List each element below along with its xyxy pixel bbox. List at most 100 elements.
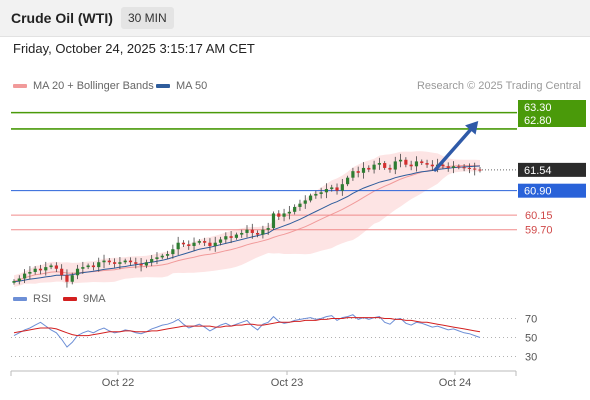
candle-body [372, 164, 376, 170]
rsi-tick-30: 30 [525, 352, 537, 364]
candle-body [144, 262, 148, 266]
research-credit: Research © 2025 Trading Central [416, 80, 581, 92]
candle-body [203, 241, 207, 243]
candle-body [293, 206, 297, 212]
candle-body [33, 268, 37, 272]
candle-body [287, 211, 291, 214]
candle-body [271, 213, 276, 229]
candle-body [38, 268, 43, 271]
candle-body [150, 258, 154, 263]
legend-swatch-rsi [13, 297, 27, 301]
candle-body [250, 229, 254, 233]
candle-body [229, 236, 233, 238]
candle-body [261, 229, 265, 235]
candle-body [118, 262, 122, 264]
candle-body [351, 171, 355, 178]
candle-body [383, 163, 387, 168]
candle-body [346, 177, 350, 185]
candle-body [54, 265, 58, 269]
legend-label-ma50: MA 50 [176, 80, 208, 92]
candle-body [224, 236, 228, 240]
x-tick-label: Oct 24 [439, 377, 471, 389]
candle-body [266, 228, 270, 230]
timestamp: Friday, October 24, 2025 3:15:17 AM CET [13, 41, 255, 56]
candle-body [160, 255, 164, 258]
candle-body [113, 262, 117, 264]
level-tag-60.90 [518, 183, 586, 198]
candle-body [451, 166, 456, 168]
ma50-line [13, 165, 481, 283]
legend-rsi: RSI [13, 293, 51, 305]
projection-arrow [433, 122, 478, 172]
candle-body [171, 249, 175, 255]
legend-swatch-ma20 [13, 84, 27, 88]
candle-body [340, 184, 344, 191]
candle-body [218, 239, 223, 243]
legend-9ma: 9MA [63, 293, 106, 305]
candle-body [49, 265, 53, 268]
candle-body [303, 200, 307, 204]
candle-body [28, 271, 32, 274]
candle-body [473, 168, 477, 170]
x-tick-label: Oct 22 [102, 377, 134, 389]
legend-label-ma20: MA 20 + Bollinger Bands [33, 80, 154, 92]
timeframe-badge[interactable]: 30 MIN [121, 7, 174, 29]
candle-body [134, 262, 138, 264]
candle-body [377, 163, 381, 165]
candle-body [367, 167, 371, 170]
candle-body [308, 195, 313, 201]
candle-body [12, 281, 16, 283]
level-tag-62.80 [518, 113, 586, 127]
candle-body [65, 275, 69, 282]
candle-body [430, 164, 434, 167]
legend-swatch-9ma [63, 297, 77, 301]
level-value-63.30: 63.30 [524, 102, 552, 114]
candle-body [457, 166, 461, 168]
candle-body [139, 263, 143, 266]
candle-body [197, 241, 201, 243]
candle-body [446, 166, 450, 168]
chart-header: Crude Oil (WTI) 30 MIN [0, 0, 590, 37]
candle-body [388, 167, 392, 170]
bollinger-band [14, 151, 480, 287]
rsi-line [13, 314, 481, 348]
candle-body [60, 268, 64, 276]
candle-body [91, 265, 96, 268]
legend-label-rsi: RSI [33, 293, 52, 305]
candle-body [181, 242, 186, 245]
rsi-9ma-line [13, 317, 481, 337]
candle-body [420, 161, 424, 164]
candle-body [319, 192, 323, 194]
candle-body [255, 232, 260, 235]
candle-body [240, 232, 244, 235]
candle-body [409, 164, 413, 167]
candle-body [335, 187, 339, 191]
candle-body [75, 268, 80, 276]
candle-body [245, 229, 249, 233]
candle-body [213, 242, 217, 246]
candle-body [86, 265, 90, 268]
level-tag-61.54 [518, 162, 586, 177]
candle-body [234, 234, 239, 238]
candle-body [44, 267, 48, 271]
projection-arrow-head [465, 121, 479, 135]
candle-body [107, 260, 111, 263]
legend-swatch-ma50 [156, 84, 170, 88]
rsi-tick-50: 50 [525, 333, 537, 345]
candle-body [467, 167, 472, 169]
candle-body [330, 187, 334, 190]
candle-body [165, 254, 170, 256]
rsi-tick-70: 70 [525, 314, 537, 326]
level-value-62.80: 62.80 [524, 115, 552, 127]
candle-body [155, 257, 159, 259]
candle-body [17, 278, 21, 282]
candle-body [356, 171, 360, 173]
candle-body [441, 164, 445, 167]
candle-body [81, 267, 85, 269]
level-value-61.54: 61.54 [524, 165, 552, 177]
candle-body [478, 169, 482, 171]
candle-body [298, 203, 302, 207]
candle-body [70, 275, 74, 282]
x-tick-label: Oct 23 [271, 377, 303, 389]
